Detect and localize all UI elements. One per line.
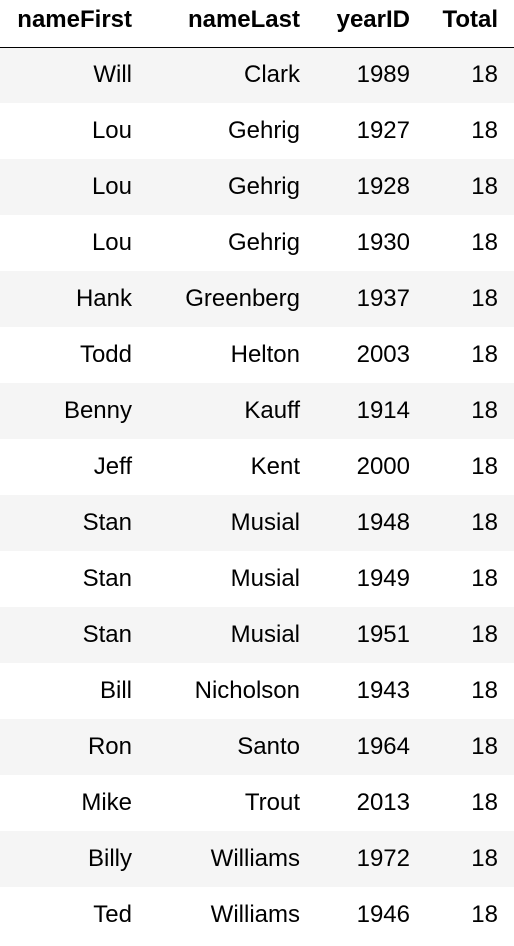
table-row: Mike Trout 2013 18 — [0, 775, 514, 831]
cell-total: 18 — [471, 509, 498, 536]
table-row: Stan Musial 1949 18 — [0, 551, 514, 607]
cell-namefirst: Todd — [79, 341, 132, 368]
table-row: Ron Santo 1964 18 — [0, 719, 514, 775]
cell-yearid: 1928 — [356, 173, 410, 200]
table-body: Will Clark 1989 18 Lou Gehrig 1927 18 Lou Gehrig 1… — [0, 47, 514, 943]
column-header-namefirst: nameFirst — [17, 6, 132, 34]
table-row: Bill Nicholson 1943 18 — [0, 663, 514, 719]
cell-total: 18 — [471, 733, 498, 760]
cell-yearid: 1927 — [356, 117, 410, 144]
cell-namefirst: Lou — [91, 173, 132, 200]
table-row: Hank Greenberg 1937 18 — [0, 271, 514, 327]
cell-yearid: 1948 — [356, 509, 410, 536]
cell-yearid: 1964 — [356, 733, 410, 760]
cell-total: 18 — [471, 341, 498, 368]
cell-namelast: Gehrig — [227, 173, 300, 200]
cell-namelast: Williams — [210, 901, 300, 928]
cell-yearid: 2003 — [356, 341, 410, 368]
cell-namefirst: Lou — [91, 117, 132, 144]
cell-total: 18 — [471, 565, 498, 592]
cell-total: 18 — [471, 117, 498, 144]
cell-namefirst: Mike — [81, 789, 132, 816]
table-row: Jeff Kent 2000 18 — [0, 439, 514, 495]
table-row: Lou Gehrig 1928 18 — [0, 159, 514, 215]
cell-namefirst: Bill — [99, 677, 132, 704]
cell-yearid: 1989 — [356, 61, 410, 89]
cell-total: 18 — [471, 789, 498, 816]
table-row: Lou Gehrig 1930 18 — [0, 215, 514, 271]
cell-namelast: Helton — [230, 341, 300, 368]
cell-namefirst: Benny — [63, 397, 132, 424]
cell-namefirst: Will — [93, 61, 132, 89]
header-row: nameFirst nameLast yearID Total — [0, 0, 514, 47]
cell-namelast: Musial — [230, 565, 300, 592]
cell-yearid: 2013 — [356, 789, 410, 816]
cell-namelast: Gehrig — [227, 117, 300, 144]
cell-namefirst: Lou — [91, 229, 132, 256]
table-row: Todd Helton 2003 18 — [0, 327, 514, 383]
cell-total: 18 — [471, 621, 498, 648]
table-row: Will Clark 1989 18 — [0, 47, 514, 103]
cell-yearid: 2000 — [356, 453, 410, 480]
table-header: nameFirst nameLast yearID Total — [0, 0, 514, 47]
cell-yearid: 1972 — [356, 845, 410, 872]
cell-yearid: 1951 — [356, 621, 410, 648]
cell-yearid: 1914 — [356, 397, 410, 424]
cell-namefirst: Hank — [75, 285, 132, 312]
cell-yearid: 1946 — [356, 901, 410, 928]
cell-total: 18 — [471, 173, 498, 200]
cell-namefirst: Billy — [87, 845, 132, 872]
cell-namefirst: Ron — [87, 733, 132, 760]
cell-total: 18 — [471, 845, 498, 872]
cell-namelast: Santo — [237, 733, 300, 760]
cell-total: 18 — [471, 285, 498, 312]
cell-namelast: Clark — [243, 61, 300, 89]
table-row: Ted Williams 1946 18 — [0, 887, 514, 943]
column-header-yearid: yearID — [336, 6, 410, 34]
cell-total: 18 — [471, 229, 498, 256]
cell-yearid: 1943 — [356, 677, 410, 704]
cell-namelast: Musial — [230, 621, 300, 648]
cell-namefirst: Jeff — [93, 453, 132, 480]
cell-namelast: Williams — [210, 845, 300, 872]
table-row: Benny Kauff 1914 18 — [0, 383, 514, 439]
cell-total: 18 — [471, 901, 498, 928]
cell-yearid: 1949 — [356, 565, 410, 592]
table-row: Stan Musial 1951 18 — [0, 607, 514, 663]
table-row: Billy Williams 1972 18 — [0, 831, 514, 887]
table-row: Lou Gehrig 1927 18 — [0, 103, 514, 159]
cell-namefirst: Stan — [82, 565, 132, 592]
column-header-total: Total — [442, 6, 498, 34]
cell-total: 18 — [471, 397, 498, 424]
cell-yearid: 1937 — [356, 285, 410, 312]
cell-total: 18 — [471, 61, 498, 89]
cell-namelast: Gehrig — [227, 229, 300, 256]
cell-namelast: Kent — [250, 453, 300, 480]
cell-namelast: Trout — [244, 789, 300, 816]
cell-namelast: Greenberg — [185, 285, 300, 312]
cell-namelast: Nicholson — [194, 677, 300, 704]
cell-yearid: 1930 — [356, 229, 410, 256]
cell-namelast: Musial — [230, 509, 300, 536]
cell-namefirst: Ted — [93, 901, 132, 928]
cell-namelast: Kauff — [244, 397, 300, 424]
cell-total: 18 — [471, 677, 498, 704]
cell-namefirst: Stan — [82, 621, 132, 648]
table-row: Stan Musial 1948 18 — [0, 495, 514, 551]
column-header-namelast: nameLast — [187, 6, 300, 34]
cell-namefirst: Stan — [82, 509, 132, 536]
cell-total: 18 — [471, 453, 498, 480]
